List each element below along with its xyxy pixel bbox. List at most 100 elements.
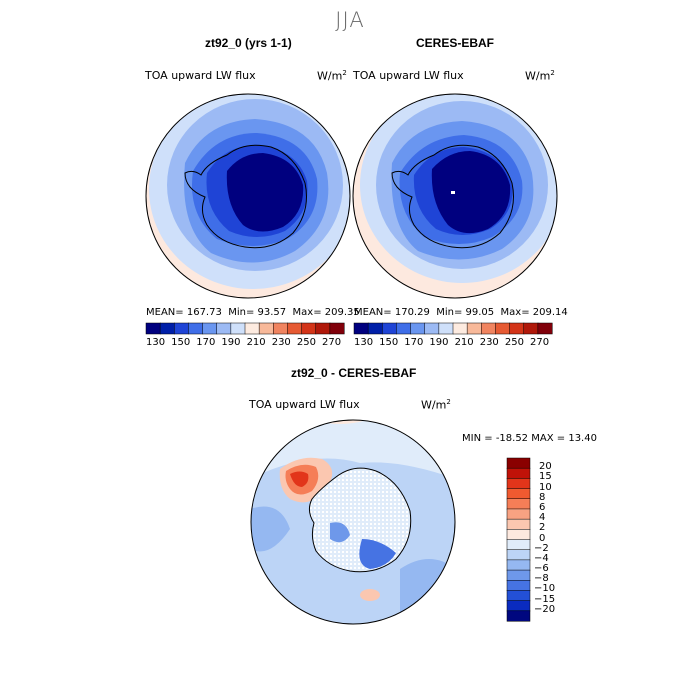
model-panel-title: zt92_0 (yrs 1-1) [205,36,292,50]
model-variable-label: TOA upward LW flux [145,69,256,82]
colorbar-swatch [523,322,539,335]
diff-band-negative [251,506,290,552]
colorbar-swatch [230,322,246,335]
colorbar-tick-label: 270 [530,337,550,348]
colorbar-swatch [315,322,331,335]
diff-colorbar-label: −6 [534,563,549,575]
diff-colorbar-label: −2 [534,542,549,554]
obs-colorbar-ticks: 130 150 170 190 210 230 250 270 [354,337,552,351]
colorbar-tick-label: 210 [454,337,474,348]
diff-panel-title: zt92_0 - CERES-EBAF [291,366,417,380]
antarctica-coastline [308,467,412,573]
colorbar-tick-label: 210 [246,337,266,348]
colorbar-swatch [244,322,260,335]
diff-map [250,419,456,625]
colorbar-swatch [273,322,288,335]
diff-band-positive [360,589,380,601]
colorbar-swatch [537,322,553,335]
model-colorbar-ticks: 130 150 170 190 210 230 250 270 [146,337,344,351]
colorbar-tick-label: 250 [504,337,524,348]
colorbar-swatch [329,322,345,335]
obs-unit-label: W/m2 [525,69,555,83]
diff-colorbar-label: −8 [534,573,549,585]
obs-max: 209.14 [532,307,568,318]
colorbar-tick-label: 170 [404,337,424,348]
colorbar-tick-label: 170 [196,337,216,348]
obs-min: 99.05 [465,307,495,318]
diff-colorbar-labels: 20 15 10 8 6 4 2 0 −2 −4 −6 −8 −10 −15 −20 [534,458,566,622]
diff-colorbar-label: 20 [539,461,552,473]
colorbar-swatch [145,322,161,335]
diff-colorbar-swatch [506,529,531,541]
diff-stats: MIN = -18.52 MAX = 13.40 [462,433,597,444]
obs-colorbar [353,322,553,335]
colorbar-tick-label: 270 [322,337,342,348]
colorbar-swatch [301,322,317,335]
diff-colorbar-swatch [506,590,531,602]
diff-variable-label: TOA upward LW flux [249,398,360,411]
diff-unit-label: W/m2 [421,398,451,412]
diff-min: -18.52 [495,433,529,444]
diff-band-negative [400,559,455,624]
model-map [145,93,351,299]
colorbar-tick-label: 130 [146,337,166,348]
diff-band-hot [290,471,309,487]
colorbar-swatch [438,322,454,335]
colorbar-swatch [188,322,204,335]
obs-map [352,93,558,299]
colorbar-swatch [216,322,232,335]
colorbar-swatch [159,322,175,335]
diff-max: 13.40 [568,433,597,444]
colorbar-swatch [424,322,440,335]
model-mean: 167.73 [186,307,222,318]
model-colorbar [145,322,345,335]
diff-band-negative [330,522,350,543]
colorbar-tick-label: 150 [379,337,399,348]
diff-colorbar-swatch [506,549,531,561]
colorbar-swatch [410,322,426,335]
colorbar-swatch [287,322,303,335]
diff-colorbar-label: −15 [534,593,556,605]
antarctica-coastline [184,144,307,249]
colorbar-swatch [509,322,525,335]
diff-colorbar-label: −20 [534,603,556,615]
diff-colorbar-swatch [506,508,531,520]
antarctic-interior [431,151,511,234]
colorbar-swatch [202,322,218,335]
map-border [352,93,558,299]
diff-colorbar-swatch [506,569,531,581]
map-border [145,93,351,299]
diff-colorbar-label: 10 [539,481,552,493]
diff-colorbar-label: 0 [539,532,546,544]
diff-colorbar-swatch [506,600,531,612]
antarctica-coastline [391,144,514,249]
diff-colorbar-label: 15 [539,471,552,483]
diff-colorbar-label: −10 [534,583,556,595]
antarctic-interior [226,153,304,232]
obs-variable-label: TOA upward LW flux [353,69,464,82]
obs-stats: MEAN= 170.29 Min= 99.05 Max= 209.14 [354,307,568,318]
diff-colorbar-swatch [506,478,531,490]
diff-colorbar-label: 6 [539,501,546,513]
colorbar-tick-label: 190 [221,337,241,348]
diff-colorbar-label: 4 [539,512,546,524]
diff-colorbar-swatch [506,467,531,479]
colorbar-tick-label: 130 [354,337,374,348]
colorbar-swatch [258,322,274,335]
colorbar-tick-label: 230 [479,337,499,348]
diff-colorbar-label: 2 [539,522,546,534]
diff-band-strong-negative [359,539,396,569]
colorbar-swatch [466,322,482,335]
colorbar-tick-label: 230 [271,337,291,348]
diff-colorbar-swatch [506,498,531,510]
colorbar-swatch [396,322,412,335]
model-max: 209.35 [324,307,360,318]
colorbar-swatch [367,322,383,335]
diff-colorbar-swatch [506,488,531,500]
obs-panel-title: CERES-EBAF [416,36,495,50]
diff-colorbar-label: −4 [534,552,549,564]
colorbar-swatch [495,322,511,335]
colorbar-swatch [353,322,369,335]
obs-mean: 170.29 [394,307,430,318]
colorbar-swatch [382,322,397,335]
